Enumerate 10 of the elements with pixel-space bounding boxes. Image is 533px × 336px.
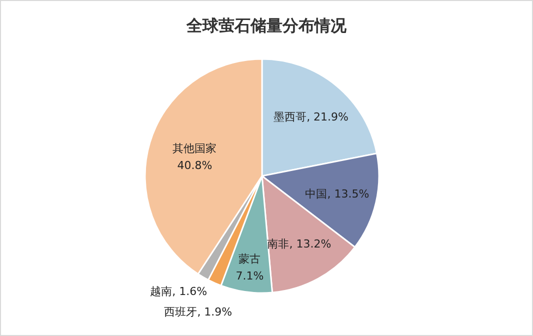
data-label: 40.8% <box>177 158 212 172</box>
slice-label: 越南, 1.6% <box>150 285 208 298</box>
slice-label: 其他国家 <box>172 142 217 155</box>
slice-label: 墨西哥, 21.9% <box>274 110 349 124</box>
slice-label: 蒙古 <box>238 252 261 266</box>
slice-label: 西班牙, 1.9% <box>164 305 232 318</box>
slice-label: 南非, 13.2% <box>267 238 332 251</box>
data-label: 7.1% <box>236 269 264 282</box>
slice-label: 中国, 13.5% <box>305 188 370 201</box>
chart-title: 全球萤石储量分布情况 <box>186 17 348 35</box>
